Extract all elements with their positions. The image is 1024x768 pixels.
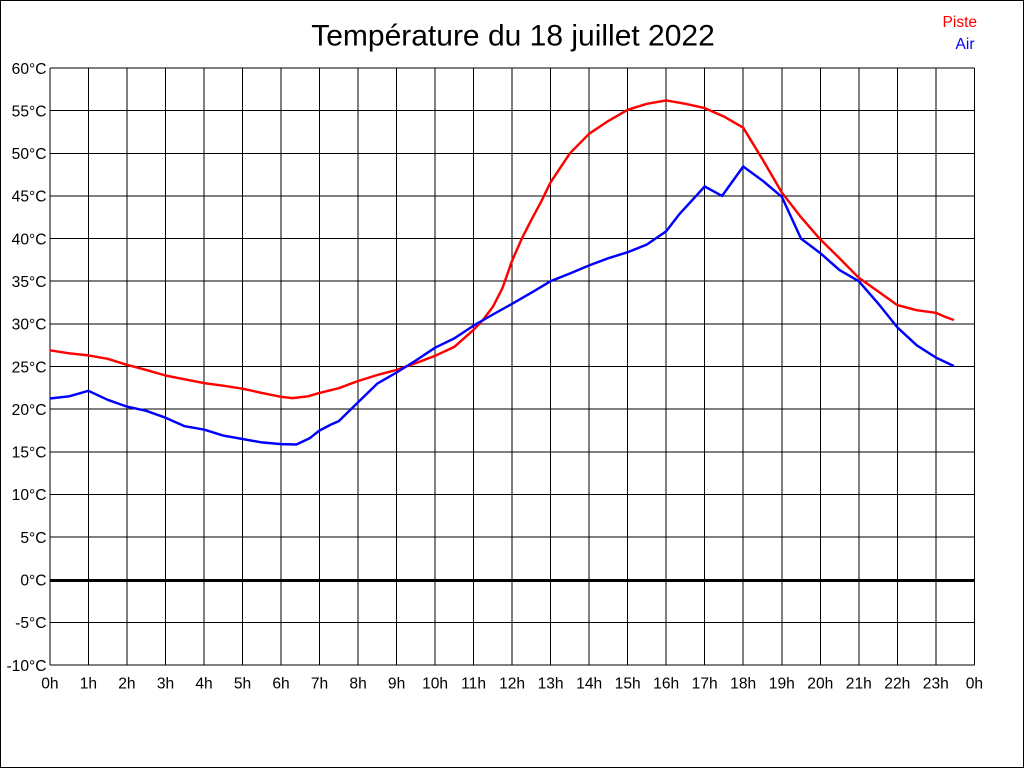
svg-text:25°C: 25°C bbox=[12, 359, 47, 376]
svg-text:10°C: 10°C bbox=[12, 487, 47, 504]
svg-text:23h: 23h bbox=[923, 676, 949, 693]
svg-text:0h: 0h bbox=[41, 676, 58, 693]
svg-text:2h: 2h bbox=[118, 676, 135, 693]
svg-text:13h: 13h bbox=[538, 676, 564, 693]
svg-text:0h: 0h bbox=[966, 676, 983, 693]
svg-text:45°C: 45°C bbox=[12, 189, 47, 206]
svg-text:Air: Air bbox=[956, 36, 975, 53]
svg-text:21h: 21h bbox=[846, 676, 872, 693]
svg-text:20°C: 20°C bbox=[12, 402, 47, 419]
svg-text:10h: 10h bbox=[422, 676, 448, 693]
svg-text:17h: 17h bbox=[692, 676, 718, 693]
svg-text:6h: 6h bbox=[272, 676, 289, 693]
svg-text:7h: 7h bbox=[311, 676, 328, 693]
svg-text:Température du 18 juillet 2022: Température du 18 juillet 2022 bbox=[311, 20, 715, 53]
svg-text:5°C: 5°C bbox=[20, 530, 46, 547]
svg-text:22h: 22h bbox=[884, 676, 910, 693]
svg-text:-10°C: -10°C bbox=[6, 658, 46, 675]
svg-text:-5°C: -5°C bbox=[15, 615, 46, 632]
svg-text:9h: 9h bbox=[388, 676, 405, 693]
svg-text:20h: 20h bbox=[807, 676, 833, 693]
svg-text:55°C: 55°C bbox=[12, 103, 47, 120]
svg-text:1h: 1h bbox=[80, 676, 97, 693]
svg-text:3h: 3h bbox=[157, 676, 174, 693]
svg-text:8h: 8h bbox=[349, 676, 366, 693]
svg-text:11h: 11h bbox=[461, 676, 486, 693]
svg-text:0°C: 0°C bbox=[20, 573, 46, 590]
svg-text:18h: 18h bbox=[730, 676, 756, 693]
svg-text:40°C: 40°C bbox=[12, 231, 47, 248]
svg-text:50°C: 50°C bbox=[12, 146, 47, 163]
svg-text:14h: 14h bbox=[576, 676, 602, 693]
svg-text:Piste: Piste bbox=[943, 14, 977, 31]
svg-text:12h: 12h bbox=[499, 676, 525, 693]
svg-text:5h: 5h bbox=[234, 676, 251, 693]
svg-text:35°C: 35°C bbox=[12, 274, 47, 291]
svg-text:15h: 15h bbox=[615, 676, 641, 693]
svg-text:19h: 19h bbox=[769, 676, 795, 693]
svg-text:30°C: 30°C bbox=[12, 317, 47, 334]
svg-text:16h: 16h bbox=[653, 676, 679, 693]
svg-text:4h: 4h bbox=[195, 676, 212, 693]
svg-text:60°C: 60°C bbox=[12, 61, 47, 78]
svg-text:15°C: 15°C bbox=[12, 445, 47, 462]
